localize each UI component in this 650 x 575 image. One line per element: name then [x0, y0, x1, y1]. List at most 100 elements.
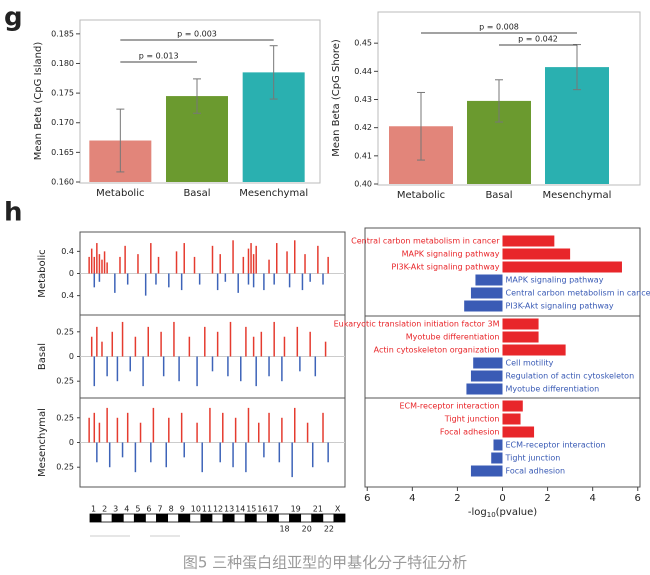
panel-label: g: [4, 3, 23, 33]
y-axis-label: Mean Beta (CpG Shore): [331, 39, 342, 157]
significance-label: p = 0.013: [139, 52, 179, 61]
x-axis-label: -log10(pvalue): [468, 507, 537, 519]
panel-label: Metabolic: [37, 249, 48, 297]
bar: [502, 331, 539, 343]
x-tick-label: 2: [454, 493, 460, 504]
significance-label: p = 0.003: [177, 30, 217, 39]
chromosome-segment: [278, 513, 290, 523]
x-axis-label-part: 10: [487, 511, 496, 519]
chromosome-segment: [189, 513, 202, 523]
chromosome-label: 16: [257, 505, 267, 514]
chromosome-segment: [233, 513, 246, 523]
chromosome-label: 21: [313, 505, 323, 514]
chromosome-segment: [211, 513, 224, 523]
y-tick-label: 0.25: [56, 327, 74, 336]
bar: [502, 413, 521, 425]
chromosome-segment: [133, 513, 146, 523]
chromosome-label: 9: [180, 505, 185, 514]
chromosome-label: 10: [191, 505, 201, 514]
bar-label: Actin cytoskeleton organization: [374, 346, 500, 355]
significance-label: p = 0.042: [518, 35, 558, 44]
y-tick-label: 0: [69, 352, 74, 361]
y-tick-label: 0.4: [61, 247, 74, 256]
y-tick-label: 0.175: [51, 89, 74, 98]
chromosome-label: 3: [113, 505, 118, 514]
panel-label: Basal: [37, 343, 48, 370]
chromosome-label: 15: [246, 505, 256, 514]
chromosome-segment: [178, 513, 191, 523]
chromosome-segment: [200, 513, 213, 523]
chromosome-label: 7: [158, 505, 163, 514]
x-tick-label: Metabolic: [96, 188, 144, 199]
x-tick-label: Basal: [485, 190, 512, 201]
bar: [491, 452, 503, 464]
chromosome-label: 18: [279, 525, 289, 534]
chromosome-label: 13: [224, 505, 234, 514]
x-tick-label: 0: [499, 493, 505, 504]
chromosome-segment: [156, 513, 169, 523]
chromosome-label: X: [335, 505, 341, 514]
bar: [493, 439, 503, 451]
y-tick-label: 0.25: [56, 413, 74, 422]
chromosome-label: 4: [124, 505, 129, 514]
bar: [502, 318, 539, 330]
chromosome-segment: [311, 513, 324, 523]
y-tick-label: 0.170: [51, 118, 74, 127]
bar: [466, 383, 503, 395]
y-tick-label: 0.44: [354, 67, 372, 76]
bar-label: MAPK signaling pathway: [506, 276, 604, 285]
plot-frame: [79, 19, 321, 184]
chromosome-label: 20: [302, 525, 312, 534]
chromosome-label: 11: [202, 505, 212, 514]
y-tick-label: 0.185: [51, 29, 74, 38]
bar: [464, 300, 503, 312]
y-tick-label: 0.180: [51, 59, 74, 68]
x-tick-label: 6: [364, 493, 370, 504]
caption: 图5 三种蛋白组亚型的甲基化分子特征分析: [183, 554, 467, 572]
y-tick-label: 0.42: [354, 123, 372, 132]
y-tick-label: 0: [69, 269, 74, 278]
chromosome-label: 19: [291, 505, 301, 514]
bar-label: Myotube differentiation: [506, 385, 600, 394]
chromosome-label: 5: [135, 505, 140, 514]
bar-label: Cell motility: [506, 359, 554, 368]
plot-frame: [377, 11, 641, 186]
chromosome-segment: [255, 513, 268, 523]
bar: [473, 357, 503, 369]
chromosome-segment: [322, 513, 335, 523]
bar-label: Eukaryotic translation initiation factor…: [334, 320, 500, 329]
y-tick-label: 0.43: [354, 95, 372, 104]
bar: [470, 370, 503, 382]
bar-label: Tight junction: [505, 454, 561, 463]
chromosome-label: 1: [91, 505, 96, 514]
bar: [502, 235, 555, 247]
x-tick-label: 6: [635, 493, 641, 504]
bar-label: Regulation of actin cytoskeleton: [506, 372, 635, 381]
bar-label: Myotube differentiation: [406, 333, 500, 342]
bar: [475, 274, 503, 286]
bar-label: Tight junction: [444, 415, 500, 424]
bar: [502, 248, 571, 260]
chromosome-label: 17: [268, 505, 278, 514]
chromosome-label: 6: [146, 505, 151, 514]
chromosome-segment: [244, 513, 257, 523]
chromosome-segment: [222, 513, 235, 523]
x-tick-label: Mesenchymal: [543, 190, 612, 201]
bar-label: Focal adhesion: [440, 428, 500, 437]
bar: [502, 344, 566, 356]
panel-label: Mesenchymal: [37, 408, 48, 477]
bar-label: Central carbon metabolism in cancer: [351, 237, 500, 246]
y-tick-label: 0.4: [61, 291, 74, 300]
bar-label: Focal adhesion: [506, 467, 566, 476]
bar: [502, 400, 523, 412]
significance-label: p = 0.008: [479, 23, 519, 32]
bar: [470, 287, 503, 299]
chromosome-segment: [300, 513, 313, 523]
y-axis-label: Mean Beta (CpG Island): [33, 42, 44, 161]
bar-label: ECM-receptor interaction: [506, 441, 606, 450]
x-tick-label: 4: [589, 493, 595, 504]
y-tick-label: 0.41: [354, 151, 372, 160]
chromosome-label: 14: [235, 505, 245, 514]
y-tick-label: 0: [69, 438, 74, 447]
